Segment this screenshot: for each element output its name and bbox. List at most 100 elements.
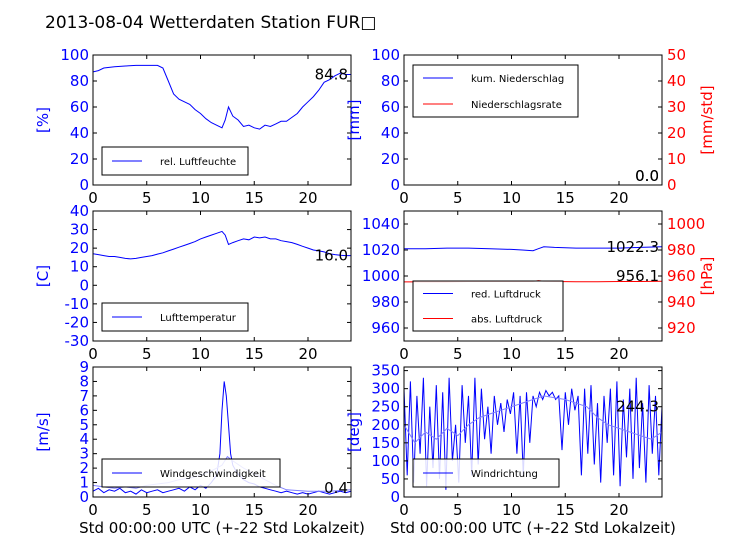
y-right-tick-label: 10 <box>667 150 686 168</box>
y-right-tick-label: 40 <box>667 72 686 90</box>
y-tick-label: 80 <box>381 72 400 90</box>
x-tick-label: 5 <box>453 345 463 363</box>
y-tick-label: 80 <box>70 72 89 90</box>
x-tick-label: 20 <box>609 501 628 519</box>
y-tick-label: 350 <box>371 362 400 380</box>
y-tick-label: 960 <box>371 319 400 337</box>
x-tick-label: 10 <box>502 501 521 519</box>
y-tick-label: 40 <box>381 124 400 142</box>
y-tick-label: -10 <box>65 295 90 313</box>
legend-label: Niederschlagsrate <box>471 100 562 111</box>
current-value-label: 16.0 <box>315 247 348 265</box>
current-value-right-label: 956.1 <box>616 267 659 285</box>
y-right-tick-label: 20 <box>667 124 686 142</box>
current-value-label: 1022.3 <box>607 238 660 256</box>
y-tick-label: -20 <box>65 313 90 331</box>
x-tick-label: 0 <box>88 501 98 519</box>
y-tick-label: 60 <box>70 98 89 116</box>
x-tick-label: 10 <box>502 345 521 363</box>
y-tick-label: 40 <box>70 124 89 142</box>
y-tick-label: 0 <box>390 488 400 506</box>
y-axis-label: [mm] <box>345 100 363 141</box>
y-tick-label: -30 <box>65 332 90 350</box>
y-tick-label: 100 <box>60 46 89 64</box>
y-tick-label: 10 <box>70 258 89 276</box>
y-tick-label: 9 <box>79 358 89 376</box>
y-tick-label: 8 <box>79 372 89 390</box>
y-tick-label: 6 <box>79 401 89 419</box>
series-line-pressure-0 <box>404 246 662 252</box>
legend-box <box>412 458 560 488</box>
y-tick-label: 40 <box>70 202 89 220</box>
x-tick-label: 20 <box>298 345 317 363</box>
x-tick-label: 20 <box>298 189 317 207</box>
x-tick-label: 15 <box>556 345 575 363</box>
x-tick-label: 10 <box>191 345 210 363</box>
legend-label: Windgeschwindigkeit <box>160 469 266 480</box>
y-right-axis-label: [mm/std] <box>698 85 716 154</box>
y-axis-label: [m/s] <box>34 412 52 451</box>
series-line-winddirection-0 <box>404 377 662 490</box>
legend-label: Lufttemperatur <box>160 313 237 324</box>
legend-label: abs. Luftdruck <box>471 315 542 326</box>
y-tick-label: 50 <box>381 470 400 488</box>
legend-label: red. Luftdruck <box>471 290 541 301</box>
series-line-humidity-0 <box>93 64 351 130</box>
current-value-right-label: 0.0 <box>635 167 659 185</box>
x-tick-label: 15 <box>245 345 264 363</box>
series-line-temperature-0 <box>93 230 351 260</box>
legend-label: Windrichtung <box>471 469 538 480</box>
y-tick-label: 1020 <box>362 241 400 259</box>
legend-box <box>412 280 564 332</box>
y-axis-label: [deg] <box>345 412 363 452</box>
y-right-tick-label: 960 <box>667 267 696 285</box>
y-tick-label: 0 <box>79 176 89 194</box>
current-value-label: 0.0 <box>635 167 659 185</box>
current-value-label: 244.3 <box>616 398 659 416</box>
x-tick-label: 5 <box>142 345 152 363</box>
y-tick-label: 0 <box>390 176 400 194</box>
y-tick-label: 1 <box>79 474 89 492</box>
y-tick-label: 2 <box>79 459 89 477</box>
current-value-label: 0.4 <box>324 479 348 497</box>
x-tick-label: 15 <box>556 189 575 207</box>
x-tick-label: 15 <box>556 501 575 519</box>
y-tick-label: 1000 <box>362 267 400 285</box>
y-tick-label: 60 <box>381 98 400 116</box>
y-right-axis-label: [hPa] <box>698 257 716 296</box>
x-tick-label: 20 <box>609 189 628 207</box>
y-right-tick-label: 30 <box>667 98 686 116</box>
x-tick-label: 5 <box>453 189 463 207</box>
x-tick-label: 0 <box>399 189 409 207</box>
legend-box <box>412 64 579 118</box>
y-axis-label: [%] <box>34 107 52 133</box>
x-tick-label: 10 <box>502 189 521 207</box>
x-tick-label: 10 <box>191 189 210 207</box>
panel-precipitation: 0 5 10 15 20 0 20 40 60 80 100 0 10 20 30 40 50 [mm] [mm/s… <box>345 46 716 207</box>
x-tick-label: 5 <box>142 501 152 519</box>
y-tick-label: 5 <box>79 416 89 434</box>
y-tick-label: 0 <box>79 276 89 294</box>
x-tick-label: 0 <box>88 189 98 207</box>
y-right-tick-label: 1000 <box>667 215 705 233</box>
legend-label: rel. Luftfeuchte <box>160 157 236 168</box>
y-tick-label: 20 <box>70 239 89 257</box>
x-tick-label: 15 <box>245 189 264 207</box>
y-tick-label: 7 <box>79 387 89 405</box>
plot-frame <box>403 54 663 186</box>
x-tick-label: 10 <box>191 501 210 519</box>
y-tick-label: 20 <box>381 150 400 168</box>
y-tick-label: 300 <box>371 380 400 398</box>
y-right-tick-label: 980 <box>667 241 696 259</box>
x-tick-label: 15 <box>245 501 264 519</box>
series-line-winddirection-1 <box>404 395 662 444</box>
x-tick-label: 20 <box>298 501 317 519</box>
y-tick-label: 250 <box>371 398 400 416</box>
y-axis-label: [C] <box>34 265 52 287</box>
plot-frame <box>92 54 352 186</box>
x-tick-label: 20 <box>609 345 628 363</box>
